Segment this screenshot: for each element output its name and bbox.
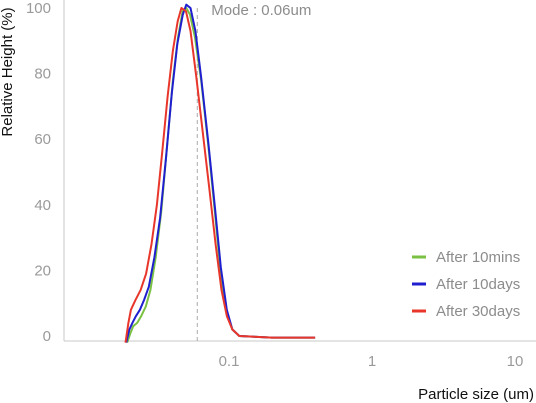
x-axis-title: Particle size (um)	[418, 386, 534, 403]
x-tick-label: 1	[368, 353, 376, 370]
y-axis-title: Relative Height (%)	[0, 7, 16, 136]
y-tick-label: 20	[34, 262, 51, 279]
y-tick-label: 40	[34, 197, 51, 214]
legend-label: After 10mins	[436, 249, 520, 266]
legend: After 10mins After 10days After 30days	[412, 249, 520, 320]
x-tick-label: 10	[507, 353, 524, 370]
x-tick-labels: 0.1 1 10	[219, 353, 524, 370]
mode-annotation: Mode : 0.06um	[211, 2, 311, 19]
y-tick-label: 100	[26, 0, 51, 17]
series-line-2	[125, 3, 316, 343]
y-tick-labels: 0 20 40 60 80 100	[26, 0, 51, 345]
x-tick-label: 0.1	[219, 353, 240, 370]
series-lines	[124, 3, 316, 343]
series-line-3	[124, 7, 316, 343]
y-tick-label: 80	[34, 66, 51, 83]
legend-label: After 30days	[436, 303, 520, 320]
y-tick-label: 0	[43, 328, 51, 345]
legend-label: After 10days	[436, 276, 520, 293]
y-tick-label: 60	[34, 131, 51, 148]
